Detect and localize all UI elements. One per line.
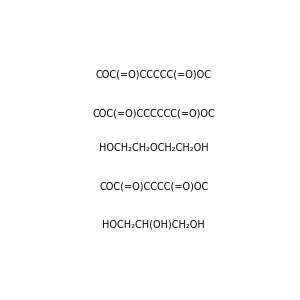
Text: COC(=O)CCCC(=O)OC: COC(=O)CCCC(=O)OC (99, 181, 208, 191)
Text: COC(=O)CCCCCC(=O)OC: COC(=O)CCCCCC(=O)OC (92, 108, 215, 118)
Text: HOCH₂CH₂OCH₂CH₂OH: HOCH₂CH₂OCH₂CH₂OH (99, 143, 208, 153)
Text: COC(=O)CCCCC(=O)OC: COC(=O)CCCCC(=O)OC (96, 70, 212, 80)
Text: HOCH₂CH(OH)CH₂OH: HOCH₂CH(OH)CH₂OH (102, 220, 205, 230)
